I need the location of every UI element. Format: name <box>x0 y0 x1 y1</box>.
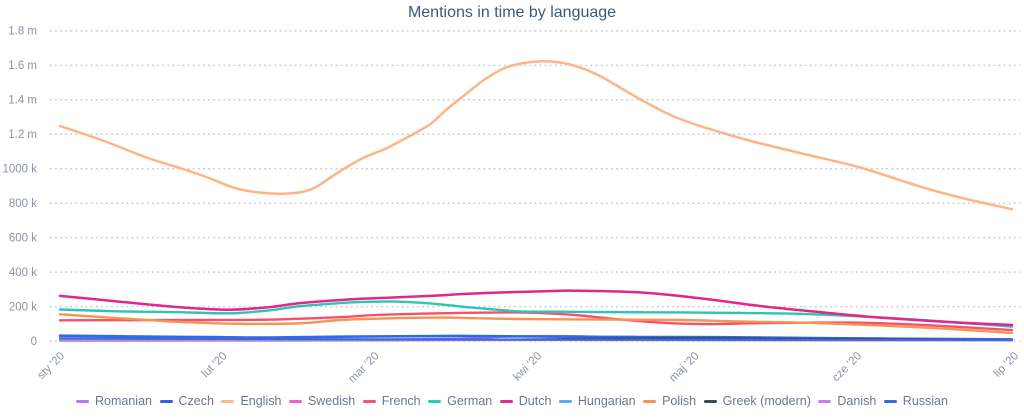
svg-text:200 k: 200 k <box>9 301 37 313</box>
svg-text:0: 0 <box>31 336 37 348</box>
svg-text:800 k: 800 k <box>9 198 37 210</box>
svg-text:cze '20: cze '20 <box>830 350 864 384</box>
svg-text:lut '20: lut '20 <box>200 350 230 380</box>
svg-text:lip '20: lip '20 <box>992 350 1021 379</box>
svg-text:kwi '20: kwi '20 <box>511 350 544 383</box>
svg-text:1.4 m: 1.4 m <box>8 95 37 107</box>
svg-text:1.6 m: 1.6 m <box>8 60 37 72</box>
svg-text:1.2 m: 1.2 m <box>8 129 37 141</box>
svg-text:400 k: 400 k <box>9 267 37 279</box>
svg-text:maj '20: maj '20 <box>667 350 701 384</box>
svg-text:1.8 m: 1.8 m <box>8 26 37 38</box>
svg-text:600 k: 600 k <box>9 232 37 244</box>
svg-text:1000 k: 1000 k <box>2 164 37 176</box>
svg-text:sty '20: sty '20 <box>35 350 67 382</box>
svg-text:mar '20: mar '20 <box>346 350 381 385</box>
